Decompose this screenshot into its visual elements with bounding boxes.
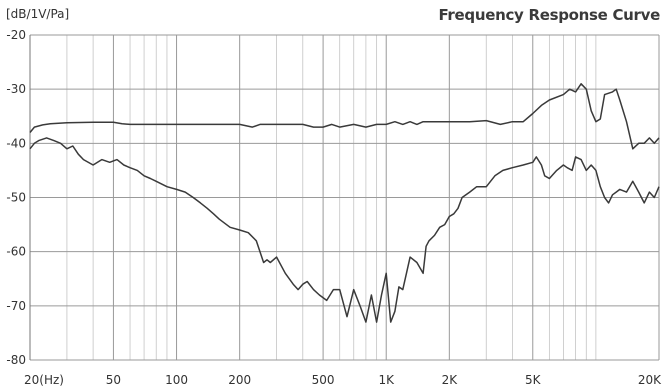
x-tick-label: 5K (525, 373, 542, 387)
y-tick-label: -60 (6, 245, 26, 259)
x-tick-label: 50 (106, 373, 121, 387)
x-tick-label: 500 (312, 373, 335, 387)
x-tick-label: 200 (228, 373, 251, 387)
chart-series (29, 83, 660, 323)
x-tick-label: 20K (638, 373, 662, 387)
y-tick-label: -20 (6, 28, 26, 42)
y-tick-label: -70 (6, 299, 26, 313)
y-axis-unit-label: [dB/1V/Pa] (6, 7, 70, 21)
y-tick-label: -80 (6, 353, 26, 367)
series-line-2 (29, 137, 660, 323)
x-tick-label: 20(Hz) (24, 373, 64, 387)
y-axis-ticks: -20 -30 -40 -50 -60 -70 -80 (6, 28, 26, 367)
chart-grid (29, 34, 660, 361)
y-tick-label: -50 (6, 191, 26, 205)
x-tick-label: 1K (378, 373, 395, 387)
chart-title: Frequency Response Curve (438, 6, 660, 24)
y-tick-label: -30 (6, 82, 26, 96)
x-tick-label: 2K (442, 373, 459, 387)
x-tick-label: 100 (165, 373, 188, 387)
x-axis-ticks: 20(Hz) 50 100 200 500 1K 2K 5K 20K (24, 373, 662, 387)
y-tick-label: -40 (6, 136, 26, 150)
series-line-1 (29, 83, 660, 150)
